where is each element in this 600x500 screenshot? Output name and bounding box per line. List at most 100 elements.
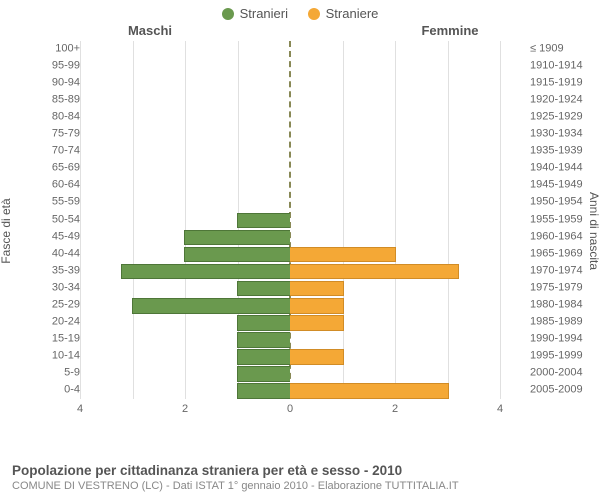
y-axis-right-labels: ≤ 1909 1910-1914 1915-1919 1920-1924 1925-19… bbox=[530, 41, 590, 399]
bar-male bbox=[237, 332, 291, 348]
pyramid-row bbox=[80, 177, 500, 194]
pyramid-row bbox=[80, 160, 500, 177]
age-label: 50-54 bbox=[20, 214, 80, 225]
age-label: 15-19 bbox=[20, 333, 80, 344]
bar-female bbox=[290, 315, 344, 331]
birth-year-label: 1910-1914 bbox=[530, 61, 590, 72]
age-label: 95-99 bbox=[20, 61, 80, 72]
age-label: 80-84 bbox=[20, 112, 80, 123]
birth-year-label: 1995-1999 bbox=[530, 350, 590, 361]
y-axis-left-title: Fasce di età bbox=[0, 198, 13, 263]
grid-line bbox=[500, 41, 501, 399]
age-label: 100+ bbox=[20, 44, 80, 55]
birth-year-label: 1915-1919 bbox=[530, 78, 590, 89]
legend: Stranieri Straniere bbox=[0, 0, 600, 23]
pyramid-row bbox=[80, 296, 500, 313]
birth-year-label: 1965-1969 bbox=[530, 248, 590, 259]
age-label: 60-64 bbox=[20, 180, 80, 191]
age-label: 25-29 bbox=[20, 299, 80, 310]
pyramid-row bbox=[80, 381, 500, 398]
x-tick-label: 4 bbox=[77, 403, 83, 415]
birth-year-label: 1970-1974 bbox=[530, 265, 590, 276]
age-label: 0-4 bbox=[20, 384, 80, 395]
x-tick-label: 2 bbox=[182, 403, 188, 415]
birth-year-label: 1975-1979 bbox=[530, 282, 590, 293]
age-label: 10-14 bbox=[20, 350, 80, 361]
birth-year-label: 1945-1949 bbox=[530, 180, 590, 191]
pyramid-row bbox=[80, 109, 500, 126]
bar-male bbox=[237, 349, 291, 365]
birth-year-label: 1985-1989 bbox=[530, 316, 590, 327]
chart-subtitle: COMUNE DI VESTRENO (LC) - Dati ISTAT 1° … bbox=[12, 480, 588, 492]
pyramid-row bbox=[80, 126, 500, 143]
bar-female bbox=[290, 281, 344, 297]
birth-year-label: 2005-2009 bbox=[530, 384, 590, 395]
bar-male bbox=[237, 281, 291, 297]
age-label: 35-39 bbox=[20, 265, 80, 276]
swatch-female-icon bbox=[308, 8, 320, 20]
birth-year-label: 1990-1994 bbox=[530, 333, 590, 344]
bar-female bbox=[290, 349, 344, 365]
bar-female bbox=[290, 247, 396, 263]
pyramid-row bbox=[80, 41, 500, 58]
x-axis-ticks: 4 2 0 2 4 bbox=[80, 403, 500, 417]
bar-male bbox=[121, 264, 290, 280]
header-female: Femmine bbox=[300, 23, 600, 38]
age-label: 40-44 bbox=[20, 248, 80, 259]
age-label: 45-49 bbox=[20, 231, 80, 242]
pyramid-row bbox=[80, 313, 500, 330]
pyramid-row bbox=[80, 347, 500, 364]
chart-area: Fasce di età Anni di nascita 100+95-9990… bbox=[30, 41, 570, 421]
pyramid-row bbox=[80, 75, 500, 92]
chart-container: Stranieri Straniere Maschi Femmine Fasce… bbox=[0, 0, 600, 500]
pyramid-row bbox=[80, 92, 500, 109]
pyramid-row bbox=[80, 330, 500, 347]
pyramid-row bbox=[80, 228, 500, 245]
pyramid-row bbox=[80, 143, 500, 160]
legend-item-male: Stranieri bbox=[222, 6, 288, 21]
pyramid-row bbox=[80, 245, 500, 262]
bar-male bbox=[184, 247, 290, 263]
age-label: 70-74 bbox=[20, 146, 80, 157]
y-axis-left-labels: 100+ 95-99 90-94 85-89 80-84 75-79 70-74 65-69 6… bbox=[20, 41, 80, 399]
pyramid-row bbox=[80, 279, 500, 296]
birth-year-label: 2000-2004 bbox=[530, 367, 590, 378]
age-label: 5-9 bbox=[20, 367, 80, 378]
pyramid-row bbox=[80, 262, 500, 279]
birth-year-label: 1925-1929 bbox=[530, 112, 590, 123]
bar-female bbox=[290, 383, 449, 399]
bar-male bbox=[237, 213, 291, 229]
bar-male bbox=[237, 315, 291, 331]
age-label: 30-34 bbox=[20, 282, 80, 293]
chart-footer: Popolazione per cittadinanza straniera p… bbox=[12, 463, 588, 492]
age-label: 55-59 bbox=[20, 197, 80, 208]
birth-year-label: 1955-1959 bbox=[530, 214, 590, 225]
header-male: Maschi bbox=[0, 23, 300, 38]
age-label: 20-24 bbox=[20, 316, 80, 327]
x-tick-label: 4 bbox=[497, 403, 503, 415]
birth-year-label: ≤ 1909 bbox=[530, 44, 590, 55]
pyramid-row bbox=[80, 364, 500, 381]
age-label: 75-79 bbox=[20, 129, 80, 140]
age-label: 65-69 bbox=[20, 163, 80, 174]
age-label: 85-89 bbox=[20, 95, 80, 106]
x-tick-label: 0 bbox=[287, 403, 293, 415]
bar-female bbox=[290, 264, 459, 280]
column-headers: Maschi Femmine bbox=[0, 23, 600, 41]
pyramid-row bbox=[80, 211, 500, 228]
birth-year-label: 1980-1984 bbox=[530, 299, 590, 310]
swatch-male-icon bbox=[222, 8, 234, 20]
plot-area bbox=[80, 41, 500, 399]
birth-year-label: 1960-1964 bbox=[530, 231, 590, 242]
bar-male bbox=[132, 298, 291, 314]
legend-item-female: Straniere bbox=[308, 6, 379, 21]
birth-year-label: 1940-1944 bbox=[530, 163, 590, 174]
birth-year-label: 1950-1954 bbox=[530, 197, 590, 208]
legend-label-male: Stranieri bbox=[240, 6, 288, 21]
age-label: 90-94 bbox=[20, 78, 80, 89]
x-tick-label: 2 bbox=[392, 403, 398, 415]
pyramid-row bbox=[80, 58, 500, 75]
birth-year-label: 1930-1934 bbox=[530, 129, 590, 140]
birth-year-label: 1920-1924 bbox=[530, 95, 590, 106]
pyramid-row bbox=[80, 194, 500, 211]
